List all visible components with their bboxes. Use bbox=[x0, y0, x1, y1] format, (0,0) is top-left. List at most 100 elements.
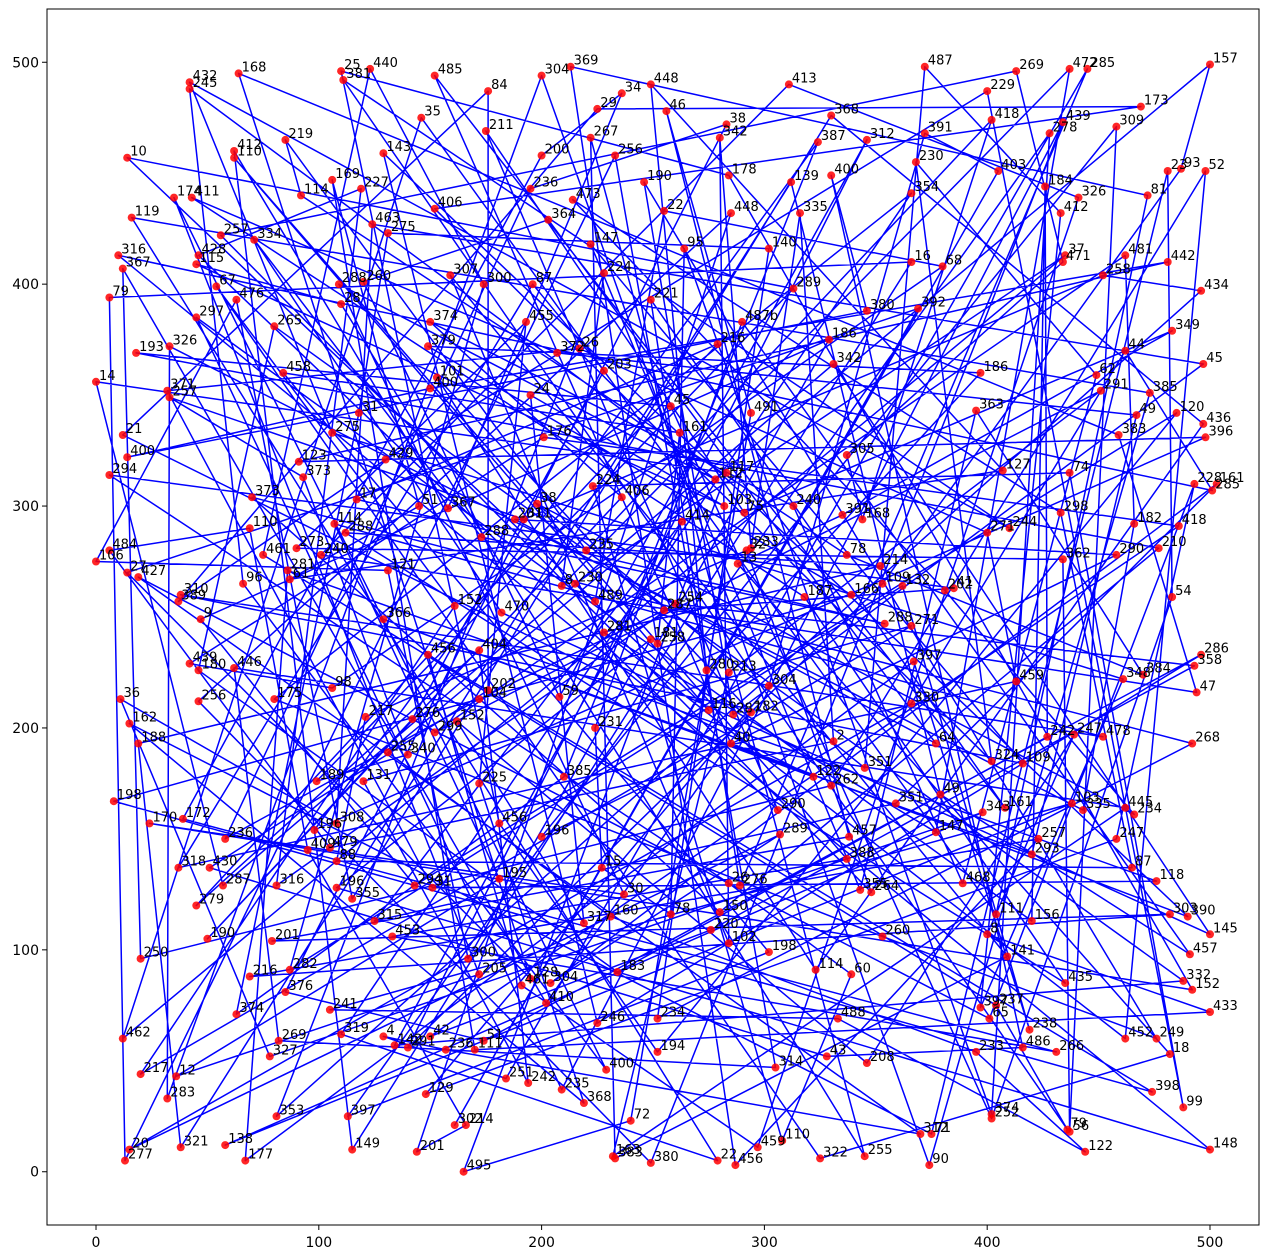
city-label: 213 bbox=[732, 660, 757, 675]
city-point bbox=[379, 1032, 388, 1041]
city-point bbox=[613, 968, 622, 976]
city-label: 293 bbox=[1035, 841, 1060, 856]
city-point bbox=[1074, 193, 1083, 202]
city-label: 255 bbox=[391, 739, 416, 754]
city-point bbox=[123, 153, 132, 162]
city-label: 131 bbox=[366, 768, 391, 783]
city-label: 240 bbox=[796, 493, 821, 508]
city-label: 288 bbox=[484, 524, 509, 539]
city-point bbox=[1143, 191, 1152, 200]
city-point bbox=[972, 1047, 981, 1056]
city-label: 388 bbox=[850, 846, 875, 861]
city-label: 109 bbox=[886, 571, 911, 586]
city-label: 106 bbox=[99, 549, 124, 564]
city-label: 35 bbox=[424, 105, 441, 120]
city-label: 265 bbox=[277, 313, 302, 328]
city-point bbox=[337, 300, 346, 309]
y-tick-label: 100 bbox=[12, 943, 39, 959]
city-label: 247 bbox=[1077, 722, 1102, 737]
city-point bbox=[557, 581, 566, 590]
city-point bbox=[1190, 661, 1199, 670]
city-point bbox=[176, 1143, 185, 1152]
city-point bbox=[497, 608, 506, 617]
city-point bbox=[424, 650, 432, 659]
city-label: 285 bbox=[1090, 56, 1115, 71]
city-point bbox=[412, 1147, 421, 1156]
city-point bbox=[1208, 486, 1217, 495]
city-label: 99 bbox=[1186, 1094, 1203, 1109]
city-label: 120 bbox=[1180, 400, 1205, 415]
city-label: 93 bbox=[1184, 156, 1201, 171]
city-point bbox=[303, 846, 312, 854]
city-label: 122 bbox=[816, 764, 841, 779]
city-label: 367 bbox=[451, 495, 476, 510]
city-label: 290 bbox=[781, 797, 806, 812]
city-label: 75 bbox=[747, 500, 764, 515]
city-label: 67 bbox=[219, 273, 236, 288]
city-label: 157 bbox=[1213, 52, 1238, 67]
city-point bbox=[1206, 60, 1214, 69]
city-point bbox=[776, 830, 784, 839]
city-label: 141 bbox=[1010, 944, 1035, 959]
city-point bbox=[1119, 675, 1128, 684]
city-point bbox=[285, 575, 294, 584]
city-label: 142 bbox=[398, 1032, 423, 1047]
city-label: 2 bbox=[837, 728, 845, 743]
city-label: 114 bbox=[304, 182, 329, 197]
city-point bbox=[753, 1143, 762, 1152]
city-label: 291 bbox=[1104, 378, 1129, 393]
city-point bbox=[1114, 431, 1123, 439]
city-label: 51 bbox=[487, 1028, 504, 1043]
city-point bbox=[475, 779, 484, 788]
city-point bbox=[593, 104, 602, 113]
city-point bbox=[1206, 1008, 1214, 1016]
city-point bbox=[847, 590, 856, 599]
city-label: 149 bbox=[355, 1137, 380, 1152]
city-point bbox=[245, 972, 254, 981]
city-point bbox=[925, 1161, 934, 1170]
city-label: 257 bbox=[224, 222, 249, 237]
city-label: 290 bbox=[1119, 542, 1144, 557]
city-label: 152 bbox=[1195, 977, 1220, 992]
city-point bbox=[1199, 360, 1208, 368]
city-point bbox=[114, 251, 123, 260]
city-label: 210 bbox=[1162, 535, 1187, 550]
city-point bbox=[1096, 386, 1105, 395]
city-label: 22 bbox=[667, 198, 684, 213]
city-label: 334 bbox=[257, 227, 282, 242]
city-point bbox=[1212, 479, 1221, 488]
city-label: 289 bbox=[783, 822, 808, 837]
city-label: 452 bbox=[1128, 1026, 1153, 1041]
city-point bbox=[796, 209, 804, 218]
city-point bbox=[230, 147, 239, 155]
city-point bbox=[1112, 834, 1121, 843]
city-point bbox=[1012, 67, 1021, 76]
city-label: 379 bbox=[431, 333, 456, 348]
city-point bbox=[920, 62, 929, 71]
city-label: 196 bbox=[545, 824, 570, 839]
city-label: 257 bbox=[173, 384, 198, 399]
city-label: 291 bbox=[411, 1035, 436, 1050]
city-point bbox=[727, 209, 735, 218]
city-point bbox=[484, 686, 493, 695]
city-label: 390 bbox=[1191, 904, 1216, 919]
city-point bbox=[477, 533, 486, 542]
city-label: 214 bbox=[469, 1112, 494, 1127]
city-point bbox=[660, 206, 669, 215]
city-label: 300 bbox=[487, 271, 512, 286]
city-label: 114 bbox=[819, 957, 844, 972]
city-point bbox=[292, 544, 301, 553]
city-label: 327 bbox=[273, 1043, 298, 1058]
city-point bbox=[283, 566, 292, 575]
city-point bbox=[165, 393, 174, 402]
city-point bbox=[352, 495, 361, 504]
city-label: 145 bbox=[1213, 921, 1238, 936]
city-label: 411 bbox=[195, 185, 220, 200]
city-label: 22 bbox=[721, 1148, 738, 1163]
city-point bbox=[348, 1145, 357, 1154]
city-label: 186 bbox=[984, 360, 1009, 375]
city-label: 304 bbox=[554, 970, 579, 985]
city-point bbox=[838, 510, 847, 519]
city-point bbox=[1177, 164, 1185, 173]
city-label: 38 bbox=[730, 111, 747, 126]
